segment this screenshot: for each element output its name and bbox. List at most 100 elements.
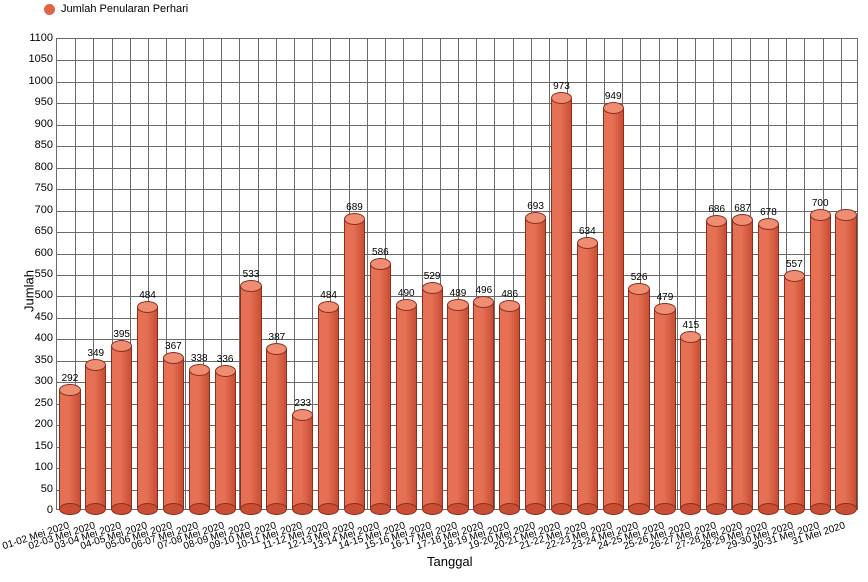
chart-container: Jumlah Penularan Perhari Jumlah 29234939…: [0, 0, 868, 582]
bar: 689: [344, 213, 365, 509]
bar: 395: [111, 340, 132, 509]
bar: 336: [215, 365, 236, 509]
legend-dot-icon: [44, 4, 55, 15]
bar-value-label: 233: [294, 398, 311, 409]
grid-line: [57, 146, 857, 147]
bar-value-label: 336: [217, 354, 234, 365]
bar-value-label: 526: [631, 272, 648, 283]
grid-line: [57, 82, 857, 83]
bar: 479: [654, 303, 675, 509]
bar-value-label: 634: [579, 226, 596, 237]
y-tick-label: 0: [0, 504, 53, 516]
y-tick-label: 800: [0, 161, 53, 173]
bar-value-label: 484: [320, 290, 337, 301]
bar-value-label: 693: [527, 201, 544, 212]
bar-value-label: 395: [113, 329, 130, 340]
y-tick-label: 1000: [0, 75, 53, 87]
bar: [835, 209, 856, 509]
bar-value-label: 586: [372, 247, 389, 258]
grid-line: [367, 39, 368, 509]
bar-value-label: 973: [553, 81, 570, 92]
bar: 233: [292, 409, 313, 509]
y-tick-label: 200: [0, 418, 53, 430]
bar-value-label: 678: [760, 207, 777, 218]
bar: 700: [810, 209, 831, 509]
bar: 338: [189, 364, 210, 509]
bar-value-label: 700: [812, 198, 829, 209]
y-tick-label: 1050: [0, 53, 53, 65]
bar: 529: [422, 282, 443, 509]
bar: 973: [551, 92, 572, 510]
y-tick-label: 650: [0, 225, 53, 237]
bar-value-label: 292: [62, 373, 79, 384]
grid-line: [57, 103, 857, 104]
y-tick-label: 850: [0, 139, 53, 151]
grid-line: [677, 39, 678, 509]
bar: 949: [603, 102, 624, 509]
bar-value-label: 387: [269, 332, 286, 343]
bar: 489: [447, 299, 468, 509]
y-tick-label: 250: [0, 397, 53, 409]
bar-value-label: 533: [243, 269, 260, 280]
bar-value-label: 415: [682, 320, 699, 331]
bar-value-label: 490: [398, 288, 415, 299]
y-tick-label: 500: [0, 289, 53, 301]
legend: Jumlah Penularan Perhari: [44, 3, 188, 15]
grid-line: [185, 39, 186, 509]
y-tick-label: 750: [0, 182, 53, 194]
bar-value-label: 529: [424, 271, 441, 282]
y-tick-label: 550: [0, 268, 53, 280]
y-tick-label: 950: [0, 96, 53, 108]
bar-value-label: 349: [87, 348, 104, 359]
bar: 387: [266, 343, 287, 509]
bar: 292: [59, 384, 80, 509]
bar: 686: [706, 215, 727, 509]
bar-value-label: 687: [734, 203, 751, 214]
bar-value-label: 486: [501, 289, 518, 300]
bar: 349: [85, 359, 106, 509]
bar: 526: [628, 283, 649, 509]
bar-value-label: 484: [139, 290, 156, 301]
y-tick-label: 100: [0, 461, 53, 473]
grid-line: [494, 39, 495, 509]
y-tick-label: 300: [0, 375, 53, 387]
bar-value-label: 338: [191, 353, 208, 364]
bar-value-label: 949: [605, 91, 622, 102]
bar-value-label: 557: [786, 259, 803, 270]
bar: 367: [163, 352, 184, 509]
y-tick-label: 400: [0, 332, 53, 344]
bar: 693: [525, 212, 546, 509]
bar-value-label: 489: [450, 288, 467, 299]
y-tick-label: 350: [0, 354, 53, 366]
y-tick-label: 900: [0, 118, 53, 130]
bar: 486: [499, 300, 520, 509]
grid-line: [57, 60, 857, 61]
bar: 687: [732, 214, 753, 509]
bar-value-label: 686: [708, 204, 725, 215]
y-tick-label: 450: [0, 311, 53, 323]
bar: 557: [784, 270, 805, 509]
y-tick-label: 700: [0, 204, 53, 216]
grid-line: [57, 189, 857, 190]
x-axis-title: Tanggal: [427, 554, 473, 569]
bar: 415: [680, 331, 701, 509]
bar: 634: [577, 237, 598, 509]
y-tick-label: 50: [0, 483, 53, 495]
bar: 490: [396, 299, 417, 509]
bar: 586: [370, 258, 391, 509]
bar: 678: [758, 218, 779, 509]
bar: 533: [240, 280, 261, 509]
y-tick-label: 150: [0, 440, 53, 452]
grid-line: [57, 125, 857, 126]
grid-line: [57, 168, 857, 169]
bar-value-label: 496: [476, 285, 493, 296]
plot-area: 2923493954843673383365333872334846895864…: [56, 38, 858, 510]
y-tick-label: 600: [0, 247, 53, 259]
bar: 496: [473, 296, 494, 509]
bar-value-label: 367: [165, 341, 182, 352]
y-tick-label: 1100: [0, 32, 53, 44]
bar-value-label: 689: [346, 202, 363, 213]
legend-label: Jumlah Penularan Perhari: [61, 3, 188, 15]
bar: 484: [137, 301, 158, 509]
bar-value-label: 479: [657, 292, 674, 303]
